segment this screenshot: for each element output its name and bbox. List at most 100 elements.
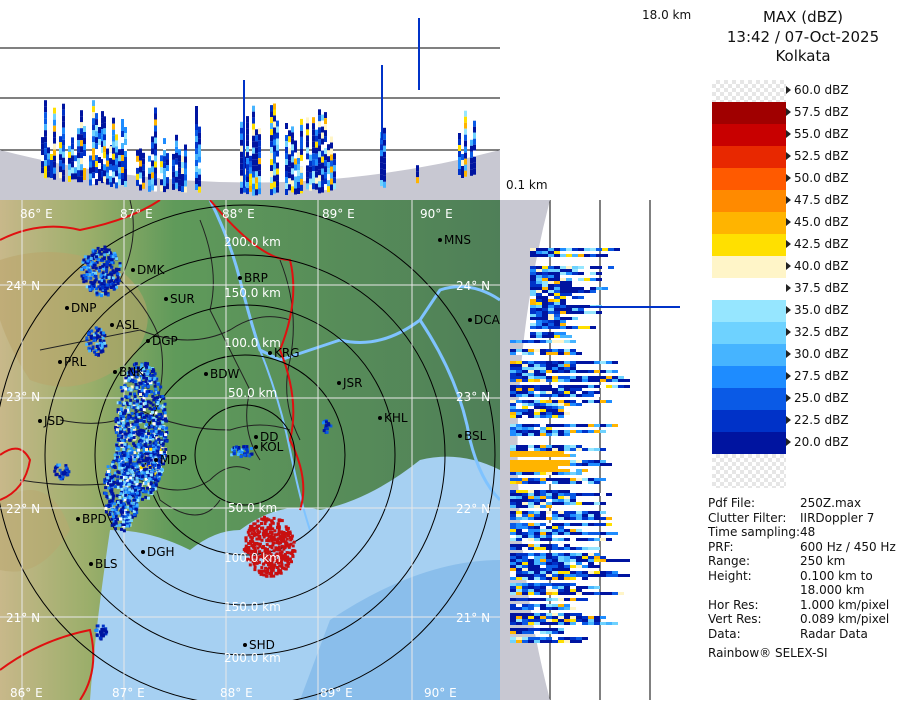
echo-cell — [101, 257, 105, 261]
profile-echo-cell — [596, 278, 602, 281]
profile-echo-cell — [570, 400, 576, 403]
echo-cell — [253, 549, 257, 553]
profile-echo-cell — [560, 278, 566, 281]
scale-label: 55.0 dBZ — [794, 127, 849, 141]
profile-echo-cell — [198, 180, 201, 187]
profile-echo-cell — [510, 451, 516, 454]
profile-echo-cell — [522, 454, 528, 457]
profile-echo-cell — [89, 155, 92, 162]
profile-echo-cell — [318, 169, 321, 176]
echo-cell — [125, 522, 129, 526]
station-name: Kolkata — [775, 47, 831, 65]
profile-echo-cell — [383, 163, 386, 170]
echo-cell — [129, 433, 133, 437]
profile-echo-cell — [570, 538, 576, 541]
profile-echo-cell — [548, 254, 554, 257]
profile-echo-cell — [160, 155, 163, 162]
profile-echo-cell — [318, 133, 321, 140]
profile-echo-cell — [564, 394, 570, 397]
profile-echo-cell — [154, 113, 157, 120]
echo-cell — [125, 445, 129, 449]
place-dot-icon — [268, 351, 272, 355]
profile-echo-cell — [473, 138, 476, 145]
profile-echo-cell — [606, 517, 612, 520]
lat-label-left: 24° N — [6, 279, 40, 293]
profile-echo-cell — [540, 409, 546, 412]
echo-cell — [94, 353, 98, 356]
profile-echo-cell — [570, 430, 576, 433]
profile-echo-cell — [546, 373, 552, 376]
echo-cell — [251, 549, 255, 553]
profile-echo-cell — [552, 433, 558, 436]
echo-cell — [163, 408, 167, 412]
profile-echo-cell — [534, 565, 540, 568]
echo-cell — [149, 454, 153, 457]
profile-echo-cell — [77, 164, 80, 171]
profile-echo-cell — [273, 103, 276, 110]
profile-echo-cell — [536, 317, 542, 320]
echo-cell — [260, 526, 263, 530]
profile-echo-cell — [321, 108, 324, 115]
river-padma — [208, 200, 500, 362]
profile-echo-cell — [564, 613, 570, 616]
profile-echo-cell — [540, 538, 546, 541]
profile-echo-cell — [510, 559, 516, 562]
echo-cell — [117, 268, 121, 271]
profile-echo-cell — [576, 400, 582, 403]
echo-cell — [115, 285, 118, 289]
profile-echo-cell — [80, 122, 83, 129]
profile-echo-cell — [522, 556, 528, 559]
profile-echo-cell — [115, 134, 118, 141]
echo-cell — [104, 506, 108, 510]
profile-echo-cell — [534, 406, 540, 409]
profile-echo-cell — [195, 124, 198, 130]
profile-echo-cell — [540, 367, 546, 370]
echo-cell — [114, 521, 118, 525]
echo-cell — [160, 440, 164, 444]
echo-cell — [144, 474, 148, 478]
echo-cell — [82, 280, 86, 284]
profile-echo-cell — [195, 118, 198, 124]
profile-echo-cell — [612, 370, 618, 373]
profile-echo-cell — [71, 173, 74, 180]
profile-echo-cell — [101, 153, 104, 160]
place-label: DNP — [71, 301, 96, 315]
scale-row: 27.5 dBZ — [712, 366, 902, 388]
scale-swatch — [712, 212, 786, 234]
echo-cell — [148, 436, 152, 440]
profile-echo-cell — [516, 433, 522, 436]
profile-echo-cell — [172, 177, 175, 184]
echo-cell — [243, 453, 247, 457]
scale-tick-icon — [786, 306, 791, 314]
profile-echo-cell — [558, 385, 564, 388]
echo-cell — [142, 367, 146, 371]
profile-echo-cell — [554, 305, 560, 308]
echo-cell — [113, 253, 117, 257]
profile-echo-cell — [522, 544, 528, 547]
profile-echo-cell — [546, 622, 552, 625]
scale-row: 30.0 dBZ — [712, 344, 902, 366]
echo-cell — [246, 551, 250, 554]
profile-echo-cell — [536, 308, 542, 311]
profile-echo-cell — [560, 254, 566, 257]
profile-echo-cell — [333, 177, 336, 184]
profile-echo-cell — [510, 511, 516, 514]
profile-echo-cell — [564, 607, 570, 610]
echo-cell — [156, 418, 160, 422]
echo-cell — [89, 341, 93, 345]
echo-cell — [124, 476, 128, 479]
profile-echo-cell — [554, 296, 560, 299]
profile-bottom-height-label: 0.1 km — [506, 178, 548, 192]
profile-echo-cell — [552, 544, 558, 547]
profile-echo-cell — [570, 463, 576, 466]
profile-echo-cell — [566, 284, 572, 287]
echo-cell — [287, 562, 291, 565]
echo-cell — [249, 535, 253, 539]
profile-echo-cell — [528, 409, 534, 412]
profile-echo-cell — [534, 553, 540, 556]
echo-cell — [118, 496, 122, 499]
echo-cell — [156, 463, 160, 467]
echo-cell — [109, 483, 113, 487]
echo-cell — [147, 390, 151, 393]
profile-echo-cell — [246, 152, 249, 159]
